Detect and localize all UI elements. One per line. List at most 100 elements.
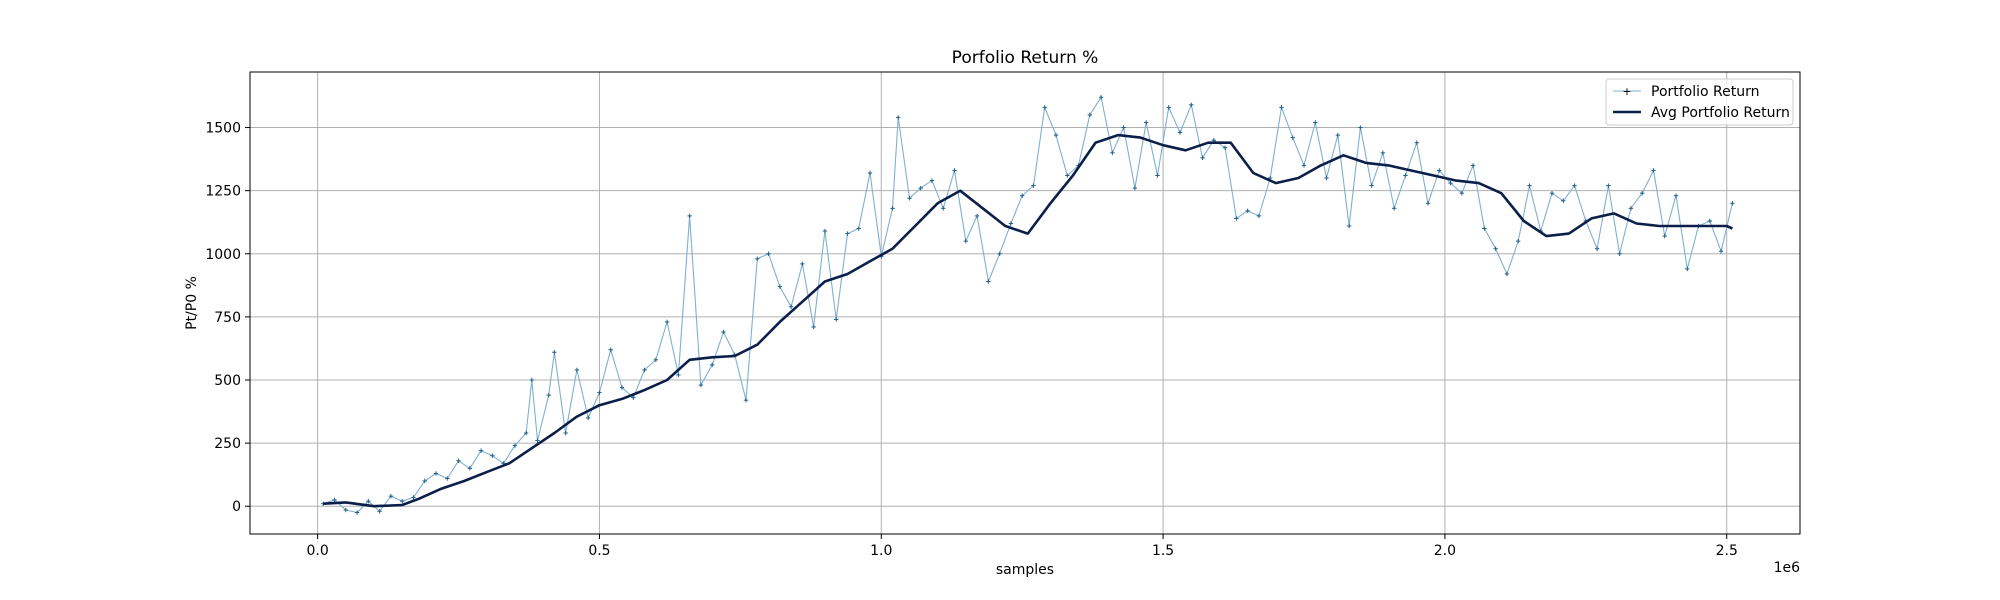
- data-point-marker: [687, 213, 692, 219]
- data-point-marker: [1673, 193, 1679, 198]
- data-point-marker: [918, 185, 923, 191]
- data-point-marker: [377, 509, 382, 514]
- data-point-marker: [433, 471, 439, 476]
- data-point-marker: [1515, 238, 1521, 244]
- data-point-marker: [343, 507, 349, 513]
- data-point-marker: [529, 377, 535, 383]
- data-point-marker: [1685, 266, 1690, 272]
- x-tick-label: 2.0: [1434, 543, 1456, 559]
- y-tick-label: 1500: [205, 121, 241, 137]
- data-point-marker: [1031, 183, 1036, 188]
- legend-box: [1605, 78, 1794, 126]
- data-point-marker: [1019, 193, 1025, 198]
- data-point-marker: [997, 251, 1002, 256]
- data-point-marker: [929, 178, 935, 183]
- data-point-marker: [986, 279, 991, 284]
- legend-label-portfolio-return: Portfolio Return: [1651, 84, 1760, 100]
- x-tick-label: 1.5: [1152, 543, 1174, 559]
- data-point-marker: [1391, 206, 1397, 211]
- data-point-marker: [1606, 183, 1611, 188]
- data-point-marker: [563, 430, 568, 436]
- data-point-marker: [1527, 183, 1532, 188]
- data-point-marker: [388, 493, 394, 499]
- data-point-marker: [552, 350, 557, 355]
- data-point-marker: [1279, 105, 1284, 110]
- data-point-marker: [743, 397, 749, 403]
- legend-marker-portfolio-return: +: [1622, 85, 1631, 98]
- data-point-marker: [608, 347, 613, 352]
- data-point-marker: [1346, 223, 1352, 229]
- data-point-marker: [974, 213, 980, 219]
- data-point-marker: [1177, 130, 1183, 135]
- data-point-marker: [1493, 246, 1498, 251]
- data-point-marker: [619, 385, 625, 390]
- data-point-marker: [1155, 173, 1160, 178]
- chart-title: Porfolio Return %: [952, 48, 1099, 68]
- data-point-marker: [1110, 150, 1115, 155]
- y-tick-label: 1250: [205, 184, 241, 200]
- data-point-marker: [478, 448, 484, 453]
- data-point-marker: [766, 251, 771, 256]
- data-point-marker: [445, 476, 450, 481]
- data-point-marker: [332, 497, 337, 503]
- data-point-marker: [467, 466, 473, 471]
- data-point-marker: [354, 510, 360, 515]
- data-point-marker: [895, 115, 901, 120]
- data-point-marker: [709, 362, 715, 368]
- data-point-marker: [1639, 190, 1645, 196]
- data-point-marker: [631, 395, 636, 400]
- data-point-marker: [788, 304, 794, 309]
- data-point-marker: [1572, 183, 1577, 188]
- data-point-marker: [811, 324, 816, 330]
- data-point-marker: [1290, 135, 1295, 140]
- data-point-marker: [642, 367, 647, 373]
- data-point-marker: [411, 495, 416, 500]
- data-point-marker: [1324, 175, 1329, 181]
- data-point-marker: [800, 261, 805, 267]
- y-tick-label: 0: [232, 499, 241, 515]
- data-point-marker: [1132, 185, 1138, 191]
- series-line-avg-portfolio-return: [323, 133, 1733, 508]
- data-point-marker: [822, 228, 828, 234]
- data-point-marker: [1707, 218, 1713, 224]
- data-point-marker: [1008, 221, 1014, 226]
- data-point-marker: [1414, 140, 1419, 145]
- x-tick-label: 1.0: [870, 543, 892, 559]
- data-point-marker: [1549, 190, 1555, 196]
- x-tick-label: 0.0: [307, 543, 329, 559]
- data-point-marker: [1301, 163, 1307, 168]
- data-point-marker: [1087, 112, 1093, 118]
- data-point-marker: [1561, 198, 1566, 203]
- data-point-marker: [1234, 216, 1239, 221]
- data-point-marker: [1730, 201, 1735, 206]
- data-point-marker: [1200, 155, 1205, 161]
- x-tick-label: 2.5: [1716, 543, 1738, 559]
- data-point-marker: [366, 498, 371, 504]
- y-tick-label: 250: [214, 436, 241, 452]
- data-point-marker: [1425, 201, 1431, 206]
- data-point-marker: [1065, 173, 1070, 178]
- data-point-marker: [1143, 120, 1149, 125]
- data-point-marker: [952, 168, 957, 173]
- data-point-marker: [1053, 132, 1059, 138]
- series-layer: [321, 95, 1735, 515]
- data-point-marker: [664, 319, 670, 325]
- data-point-marker: [1662, 233, 1667, 239]
- data-point-marker: [653, 357, 659, 363]
- data-point-marker: [1313, 120, 1318, 125]
- data-point-marker: [535, 438, 540, 443]
- data-point-marker: [1437, 168, 1442, 173]
- data-point-marker: [1594, 246, 1600, 251]
- data-point-marker: [833, 317, 839, 322]
- data-point-marker: [456, 458, 461, 463]
- x-axis-label: samples: [996, 562, 1054, 578]
- data-point-marker: [1222, 145, 1228, 150]
- data-point-marker: [512, 443, 518, 448]
- data-point-marker: [963, 238, 969, 244]
- x-axis-offset-label: 1e6: [1774, 560, 1801, 576]
- data-point-marker: [1166, 105, 1171, 110]
- data-point-marker: [597, 390, 602, 395]
- data-point-marker: [1358, 125, 1363, 130]
- data-point-marker: [490, 453, 495, 458]
